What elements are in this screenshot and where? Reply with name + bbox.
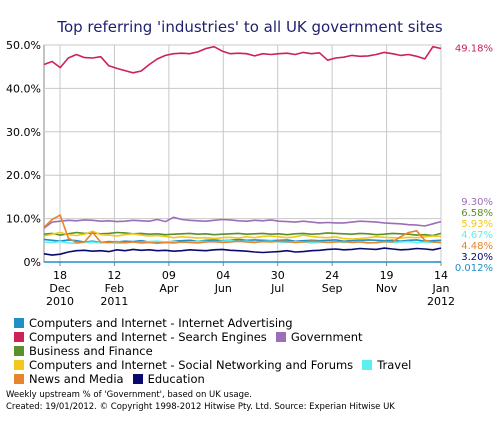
x-tick-label: 2010 — [46, 295, 74, 308]
y-tick-label: 30.0% — [6, 126, 41, 139]
chart-legend: Computers and Internet - Internet Advert… — [14, 316, 494, 386]
legend-row: Computers and Internet - Internet Advert… — [14, 316, 494, 330]
series-end-label: 9.30% — [461, 197, 493, 208]
series-end-label: 0.012% — [455, 263, 493, 274]
legend-item: Computers and Internet - Internet Advert… — [14, 316, 293, 330]
x-tick-label: 19 — [380, 269, 394, 282]
legend-row: News and Media Education — [14, 372, 494, 386]
series-end-label: 3.20% — [461, 252, 493, 263]
x-tick-label: 09 — [162, 269, 176, 282]
chart-title: Top referring 'industries' to all UK gov… — [57, 18, 443, 36]
footer-copyright: Created: 19/01/2012. © Copyright 1998-20… — [6, 402, 395, 412]
series-line — [43, 231, 442, 237]
series-end-label: 4.48% — [461, 241, 493, 252]
legend-swatch — [14, 360, 24, 370]
legend-item: Computers and Internet - Social Networki… — [14, 358, 353, 372]
legend-row: Business and Finance — [14, 344, 494, 358]
footer-note: Weekly upstream % of 'Government', based… — [6, 390, 252, 400]
legend-label: Education — [147, 372, 205, 386]
x-tick-label: 18 — [53, 269, 67, 282]
x-tick-label: Jan — [432, 282, 450, 295]
series-end-label: 4.67% — [461, 230, 493, 241]
x-tick-label: Jun — [214, 282, 232, 295]
legend-swatch — [14, 374, 24, 384]
legend-swatch — [14, 332, 24, 342]
y-tick-label: 40.0% — [6, 82, 41, 95]
x-tick-label: 12 — [107, 269, 121, 282]
legend-item: Government — [275, 330, 363, 344]
legend-swatch — [14, 346, 24, 356]
y-tick-label: 20.0% — [6, 169, 41, 182]
x-tick-label: Feb — [105, 282, 124, 295]
x-tick-label: Dec — [49, 282, 70, 295]
x-tick-label: Sep — [322, 282, 343, 295]
legend-label: Government — [290, 330, 363, 344]
legend-label: News and Media — [29, 372, 124, 386]
series-end-label: 6.58% — [461, 208, 493, 219]
x-tick-label: 30 — [271, 269, 285, 282]
series-line — [43, 230, 442, 240]
legend-label: Computers and Internet - Search Engines — [29, 330, 267, 344]
legend-item: Computers and Internet - Search Engines — [14, 330, 267, 344]
legend-label: Business and Finance — [29, 344, 153, 358]
legend-row: Computers and Internet - Social Networki… — [14, 358, 494, 372]
y-tick-label: 10.0% — [6, 213, 41, 226]
legend-item: News and Media — [14, 372, 124, 386]
legend-item: Travel — [362, 358, 411, 372]
legend-label: Travel — [377, 358, 412, 372]
x-tick-label: Jul — [270, 282, 284, 295]
series-line — [43, 214, 442, 245]
y-tick-label: 50.0% — [6, 39, 41, 52]
series-line — [43, 247, 442, 256]
chart-footer: Weekly upstream % of 'Government', based… — [6, 389, 395, 413]
x-tick-label: 2011 — [100, 295, 128, 308]
series-end-label: 5.93% — [461, 219, 493, 230]
x-tick-label: 2012 — [427, 295, 455, 308]
legend-item: Business and Finance — [14, 344, 153, 358]
legend-swatch — [275, 332, 286, 342]
legend-swatch — [14, 318, 24, 328]
legend-item: Education — [132, 372, 205, 386]
legend-row: Computers and Internet - Search Engines G… — [14, 330, 494, 344]
x-tick-label: Apr — [159, 282, 179, 295]
legend-swatch — [362, 360, 373, 370]
series-line — [43, 216, 442, 229]
y-tick-label: 0% — [24, 256, 41, 269]
x-tick-label: Nov — [376, 282, 398, 295]
series-end-label: 49.18% — [455, 43, 493, 54]
x-tick-label: 14 — [434, 269, 448, 282]
legend-label: Computers and Internet - Internet Advert… — [29, 316, 293, 330]
x-tick-label: 24 — [325, 269, 339, 282]
plot-area — [43, 44, 442, 263]
series-line — [43, 45, 442, 74]
legend-swatch — [132, 374, 143, 384]
x-tick-label: 04 — [216, 269, 230, 282]
legend-label: Computers and Internet - Social Networki… — [29, 358, 354, 372]
